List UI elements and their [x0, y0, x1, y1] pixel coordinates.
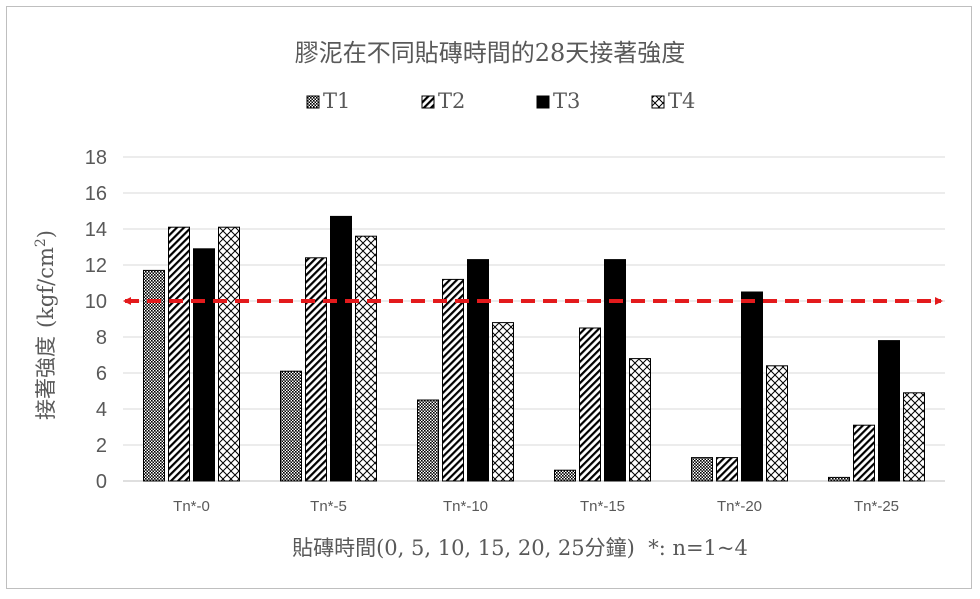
y-axis-label-sup: 2	[33, 238, 49, 247]
legend-swatch-t2	[421, 95, 435, 109]
bar-t1-tn20	[691, 457, 713, 482]
x-tick-label: Tn*-10	[443, 498, 488, 515]
legend-swatch-t3	[536, 95, 550, 109]
bar-t3-tn15	[604, 259, 626, 482]
x-tick-label: Tn*-5	[310, 498, 347, 515]
bar-t1-tn15	[554, 469, 576, 482]
bar-t1-tn5	[280, 370, 302, 482]
bar-t4-tn0	[218, 226, 240, 482]
bar-t4-tn5	[355, 235, 377, 482]
bar-t3-tn25	[878, 340, 900, 482]
legend-swatch-t1	[306, 95, 320, 109]
gridlines	[123, 156, 945, 482]
chart-title: 膠泥在不同貼磚時間的28天接著強度	[295, 39, 686, 67]
y-tick-label: 2	[96, 435, 107, 457]
y-tick-label: 0	[96, 471, 107, 493]
x-tick-label: Tn*-20	[717, 498, 762, 515]
y-tick-label: 18	[85, 147, 107, 169]
y-tick-label: 8	[96, 327, 107, 349]
bar-t2-tn15	[579, 327, 601, 482]
bar-t1-tn0	[143, 269, 165, 482]
y-axis-label: 接著強度 (kgf/cm2)	[33, 230, 58, 420]
y-tick-label: 10	[85, 291, 107, 313]
y-tick-label: 4	[96, 399, 107, 421]
legend-label-t3: T3	[553, 89, 580, 113]
bar-t3-tn10	[467, 259, 489, 482]
bar-t4-tn20	[766, 365, 788, 482]
bar-t1-tn10	[417, 399, 439, 482]
bar-t4-tn10	[492, 322, 514, 482]
legend-label-t2: T2	[438, 89, 465, 113]
bars	[143, 215, 925, 482]
bar-t3-tn20	[741, 291, 763, 482]
y-tick-label: 14	[85, 219, 107, 241]
bar-t2-tn10	[442, 278, 464, 482]
x-axis-ticks: Tn*-0 Tn*-5 Tn*-10 Tn*-15 Tn*-20 Tn*-25	[173, 498, 899, 515]
bar-t2-tn20	[716, 457, 738, 482]
y-tick-label: 16	[85, 183, 107, 205]
y-tick-label: 6	[96, 363, 107, 385]
chart-frame: 膠泥在不同貼磚時間的28天接著強度 T1 T2 T3 T4 0 2 4 6 8 10 12 14 16…	[6, 6, 972, 589]
bar-chart: 膠泥在不同貼磚時間的28天接著強度 T1 T2 T3 T4 0 2 4 6 8 10 12 14 16…	[33, 39, 945, 560]
y-axis-label-close: )	[34, 230, 58, 238]
bar-t4-tn25	[903, 392, 925, 482]
legend-label-t4: T4	[668, 89, 695, 113]
bar-t4-tn15	[629, 358, 651, 482]
bar-t2-tn0	[168, 226, 190, 482]
bar-t3-tn0	[193, 248, 215, 482]
x-tick-label: Tn*-0	[173, 498, 210, 515]
y-tick-label: 12	[85, 255, 107, 277]
x-axis-label: 貼磚時間(0, 5, 10, 15, 20, 25分鐘) *: n=1~4	[292, 536, 748, 560]
legend: T1 T2 T3 T4	[306, 89, 695, 113]
legend-label-t1: T1	[323, 89, 350, 113]
bar-t3-tn5	[330, 215, 352, 482]
bar-t2-tn5	[305, 257, 327, 482]
bar-t2-tn25	[853, 424, 875, 482]
y-axis-ticks: 0 2 4 6 8 10 12 14 16 18	[85, 147, 107, 493]
legend-swatch-t4	[651, 95, 665, 109]
y-axis-label-unit: (kgf/cm	[34, 247, 58, 328]
y-axis-label-main: 接著強度	[34, 336, 58, 420]
x-tick-label: Tn*-15	[580, 498, 625, 515]
bar-t1-tn25	[828, 476, 850, 482]
x-tick-label: Tn*-25	[854, 498, 899, 515]
